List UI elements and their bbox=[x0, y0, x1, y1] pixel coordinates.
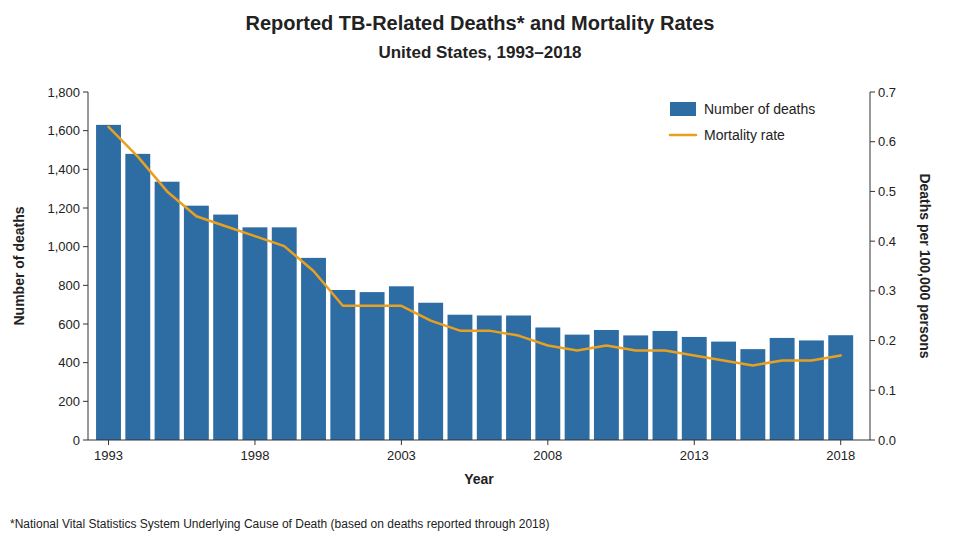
y2-axis-label: Deaths per 100,000 persons bbox=[917, 173, 933, 358]
legend-swatch bbox=[670, 102, 696, 116]
x-tick-label: 1993 bbox=[94, 448, 123, 463]
y-tick-label: 1,200 bbox=[47, 201, 80, 216]
x-tick bbox=[401, 440, 402, 445]
footnote: *National Vital Statistics System Underl… bbox=[10, 517, 549, 531]
y-tick bbox=[83, 246, 88, 247]
bar bbox=[477, 315, 502, 440]
x-tick-label: 2003 bbox=[387, 448, 416, 463]
y-tick bbox=[83, 401, 88, 402]
bar bbox=[360, 292, 385, 440]
y-tick-label: 1,600 bbox=[47, 123, 80, 138]
bar bbox=[242, 227, 267, 440]
y-tick bbox=[83, 324, 88, 325]
legend-swatch bbox=[670, 134, 696, 137]
y-tick bbox=[83, 169, 88, 170]
y-tick bbox=[83, 130, 88, 131]
y-tick-label: 0 bbox=[73, 433, 80, 448]
y2-tick bbox=[870, 390, 875, 391]
bar-series bbox=[96, 125, 853, 440]
plot-area bbox=[96, 125, 853, 440]
y-tick bbox=[83, 208, 88, 209]
bar bbox=[799, 340, 824, 440]
y2-tick-label: 0.4 bbox=[878, 234, 896, 249]
x-tick bbox=[254, 440, 255, 445]
x-tick bbox=[694, 440, 695, 445]
y2-tick-label: 0.3 bbox=[878, 283, 896, 298]
y2-tick bbox=[870, 290, 875, 291]
subtitle: United States, 1993–2018 bbox=[378, 43, 581, 62]
y-tick-label: 400 bbox=[58, 355, 80, 370]
y-axis-label: Number of deaths bbox=[11, 206, 27, 325]
x-tick-label: 2018 bbox=[826, 448, 855, 463]
y-tick bbox=[83, 92, 88, 93]
y2-tick-label: 0.1 bbox=[878, 383, 896, 398]
y2-tick-label: 0.7 bbox=[878, 85, 896, 100]
y-tick-label: 800 bbox=[58, 278, 80, 293]
x-tick-label: 2008 bbox=[533, 448, 562, 463]
bar bbox=[653, 331, 678, 440]
bar bbox=[96, 125, 121, 440]
y-tick-label: 600 bbox=[58, 317, 80, 332]
y2-tick bbox=[870, 340, 875, 341]
y2-tick-label: 0.0 bbox=[878, 433, 896, 448]
x-tick bbox=[840, 440, 841, 445]
y2-tick-label: 0.6 bbox=[878, 134, 896, 149]
line bbox=[109, 127, 841, 366]
y2-tick bbox=[870, 440, 875, 441]
bar bbox=[682, 337, 707, 440]
x-axis-label: Year bbox=[464, 471, 494, 487]
y-tick-label: 1,800 bbox=[47, 85, 80, 100]
bar bbox=[155, 182, 180, 440]
bar bbox=[448, 315, 473, 440]
y-tick-label: 200 bbox=[58, 394, 80, 409]
y-tick bbox=[83, 440, 88, 441]
y2-tick-label: 0.5 bbox=[878, 184, 896, 199]
chart: Reported TB-Related Deaths* and Mortalit… bbox=[0, 0, 960, 540]
x-tick bbox=[547, 440, 548, 445]
legend: Number of deaths Mortality rate bbox=[670, 101, 815, 143]
axes: 1993 1998 2003 2008 2013 2018 0 200 400 600 800 1,0… bbox=[47, 85, 896, 464]
y-tick-label: 1,000 bbox=[47, 239, 80, 254]
y2-tick bbox=[870, 141, 875, 142]
bar bbox=[213, 215, 238, 440]
y2-tick-label: 0.2 bbox=[878, 333, 896, 348]
bar bbox=[184, 206, 209, 440]
bar bbox=[828, 335, 853, 440]
y2-axis-line bbox=[870, 92, 871, 440]
x-axis-line bbox=[88, 440, 870, 441]
x-tick bbox=[108, 440, 109, 445]
bar bbox=[711, 342, 736, 440]
bar bbox=[301, 258, 326, 440]
y-axis-line bbox=[88, 92, 89, 440]
bar bbox=[330, 290, 355, 440]
bar bbox=[272, 227, 297, 440]
y2-tick bbox=[870, 241, 875, 242]
x-tick-label: 2013 bbox=[680, 448, 709, 463]
y2-tick bbox=[870, 191, 875, 192]
bar bbox=[770, 338, 795, 440]
y-tick bbox=[83, 362, 88, 363]
y2-tick bbox=[870, 92, 875, 93]
y-tick-label: 1,400 bbox=[47, 162, 80, 177]
x-tick-label: 1998 bbox=[240, 448, 269, 463]
legend-label: Number of deaths bbox=[704, 101, 815, 117]
title: Reported TB-Related Deaths* and Mortalit… bbox=[246, 12, 715, 34]
y-tick bbox=[83, 285, 88, 286]
bar bbox=[125, 154, 150, 440]
legend-label: Mortality rate bbox=[704, 127, 785, 143]
